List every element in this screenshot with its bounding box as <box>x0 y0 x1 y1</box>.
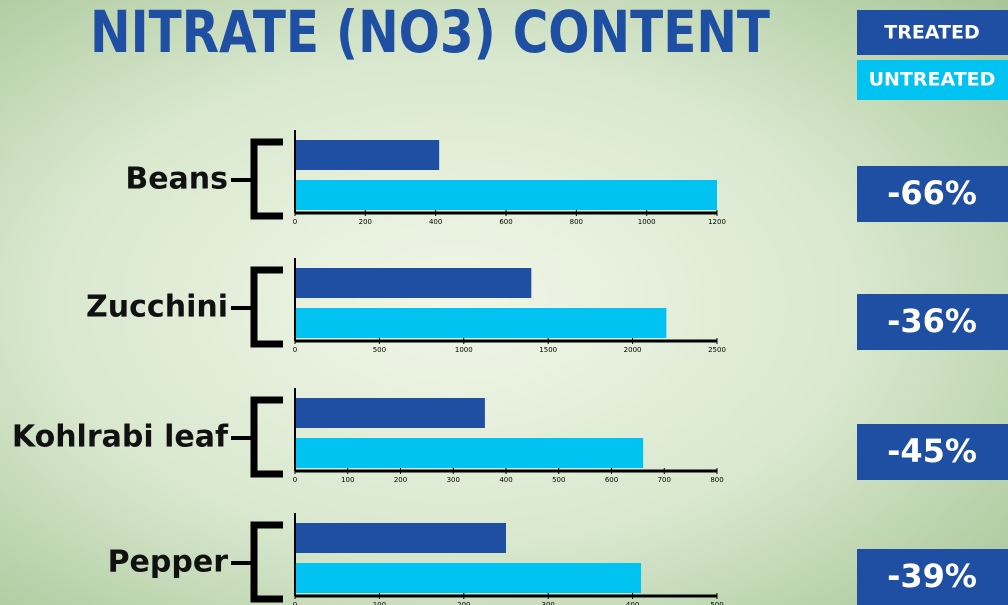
bar <box>295 438 644 468</box>
bar <box>295 523 506 553</box>
x-tick-label: 200 <box>457 601 470 605</box>
x-tick-label: 1500 <box>539 346 557 354</box>
legend-label: UNTREATED <box>869 69 996 91</box>
legend-label: TREATED <box>884 22 980 44</box>
x-tick-label: 300 <box>542 601 555 605</box>
annotation: -36% <box>887 302 977 340</box>
bracket <box>250 266 283 348</box>
annotation: -45% <box>887 432 977 470</box>
x-tick-label: 1000 <box>638 218 656 226</box>
category-label: Kohlrabi leaf <box>12 420 229 455</box>
category-label: Beans <box>125 162 228 197</box>
bar <box>295 398 485 428</box>
x-tick-label: 400 <box>429 218 442 226</box>
x-tick-label: 800 <box>710 476 723 484</box>
x-tick-label: 0 <box>293 476 297 484</box>
x-tick-label: 600 <box>499 218 512 226</box>
x-tick-label: 500 <box>710 601 723 605</box>
bar <box>295 180 717 210</box>
x-tick-label: 1000 <box>455 346 473 354</box>
bar <box>295 563 642 593</box>
bracket <box>250 138 283 220</box>
legend-swatch <box>857 10 1008 55</box>
x-tick-label: 400 <box>626 601 639 605</box>
x-tick-label: 400 <box>499 476 512 484</box>
x-tick-label: 0 <box>293 346 297 354</box>
annotation-box <box>857 166 1008 222</box>
x-tick-label: 200 <box>394 476 407 484</box>
x-tick-label: 500 <box>373 346 386 354</box>
annotation-box <box>857 549 1008 605</box>
bracket <box>250 396 283 478</box>
annotation-box <box>857 294 1008 350</box>
legend-swatch <box>857 60 1008 100</box>
x-tick-label: 300 <box>447 476 460 484</box>
x-tick-label: 200 <box>359 218 372 226</box>
chart-title: NITRATE (NO3) CONTENT <box>90 0 770 66</box>
x-tick-label: 100 <box>341 476 354 484</box>
annotation-box <box>857 424 1008 480</box>
x-tick-label: 100 <box>373 601 386 605</box>
x-tick-label: 2500 <box>708 346 726 354</box>
bar <box>295 268 532 298</box>
x-tick-label: 800 <box>570 218 583 226</box>
category-label: Pepper <box>108 545 229 580</box>
x-tick-label: 700 <box>658 476 671 484</box>
annotation: -66% <box>887 174 977 212</box>
x-tick-label: 2000 <box>624 346 642 354</box>
bracket <box>250 521 283 603</box>
x-tick-label: 600 <box>605 476 618 484</box>
x-tick-label: 0 <box>293 218 297 226</box>
x-tick-label: 0 <box>293 601 297 605</box>
bar <box>295 140 440 170</box>
annotation: -39% <box>887 557 977 595</box>
bar <box>295 308 667 338</box>
x-tick-label: 500 <box>552 476 565 484</box>
category-label: Zucchini <box>86 290 228 325</box>
x-tick-label: 1200 <box>708 218 726 226</box>
